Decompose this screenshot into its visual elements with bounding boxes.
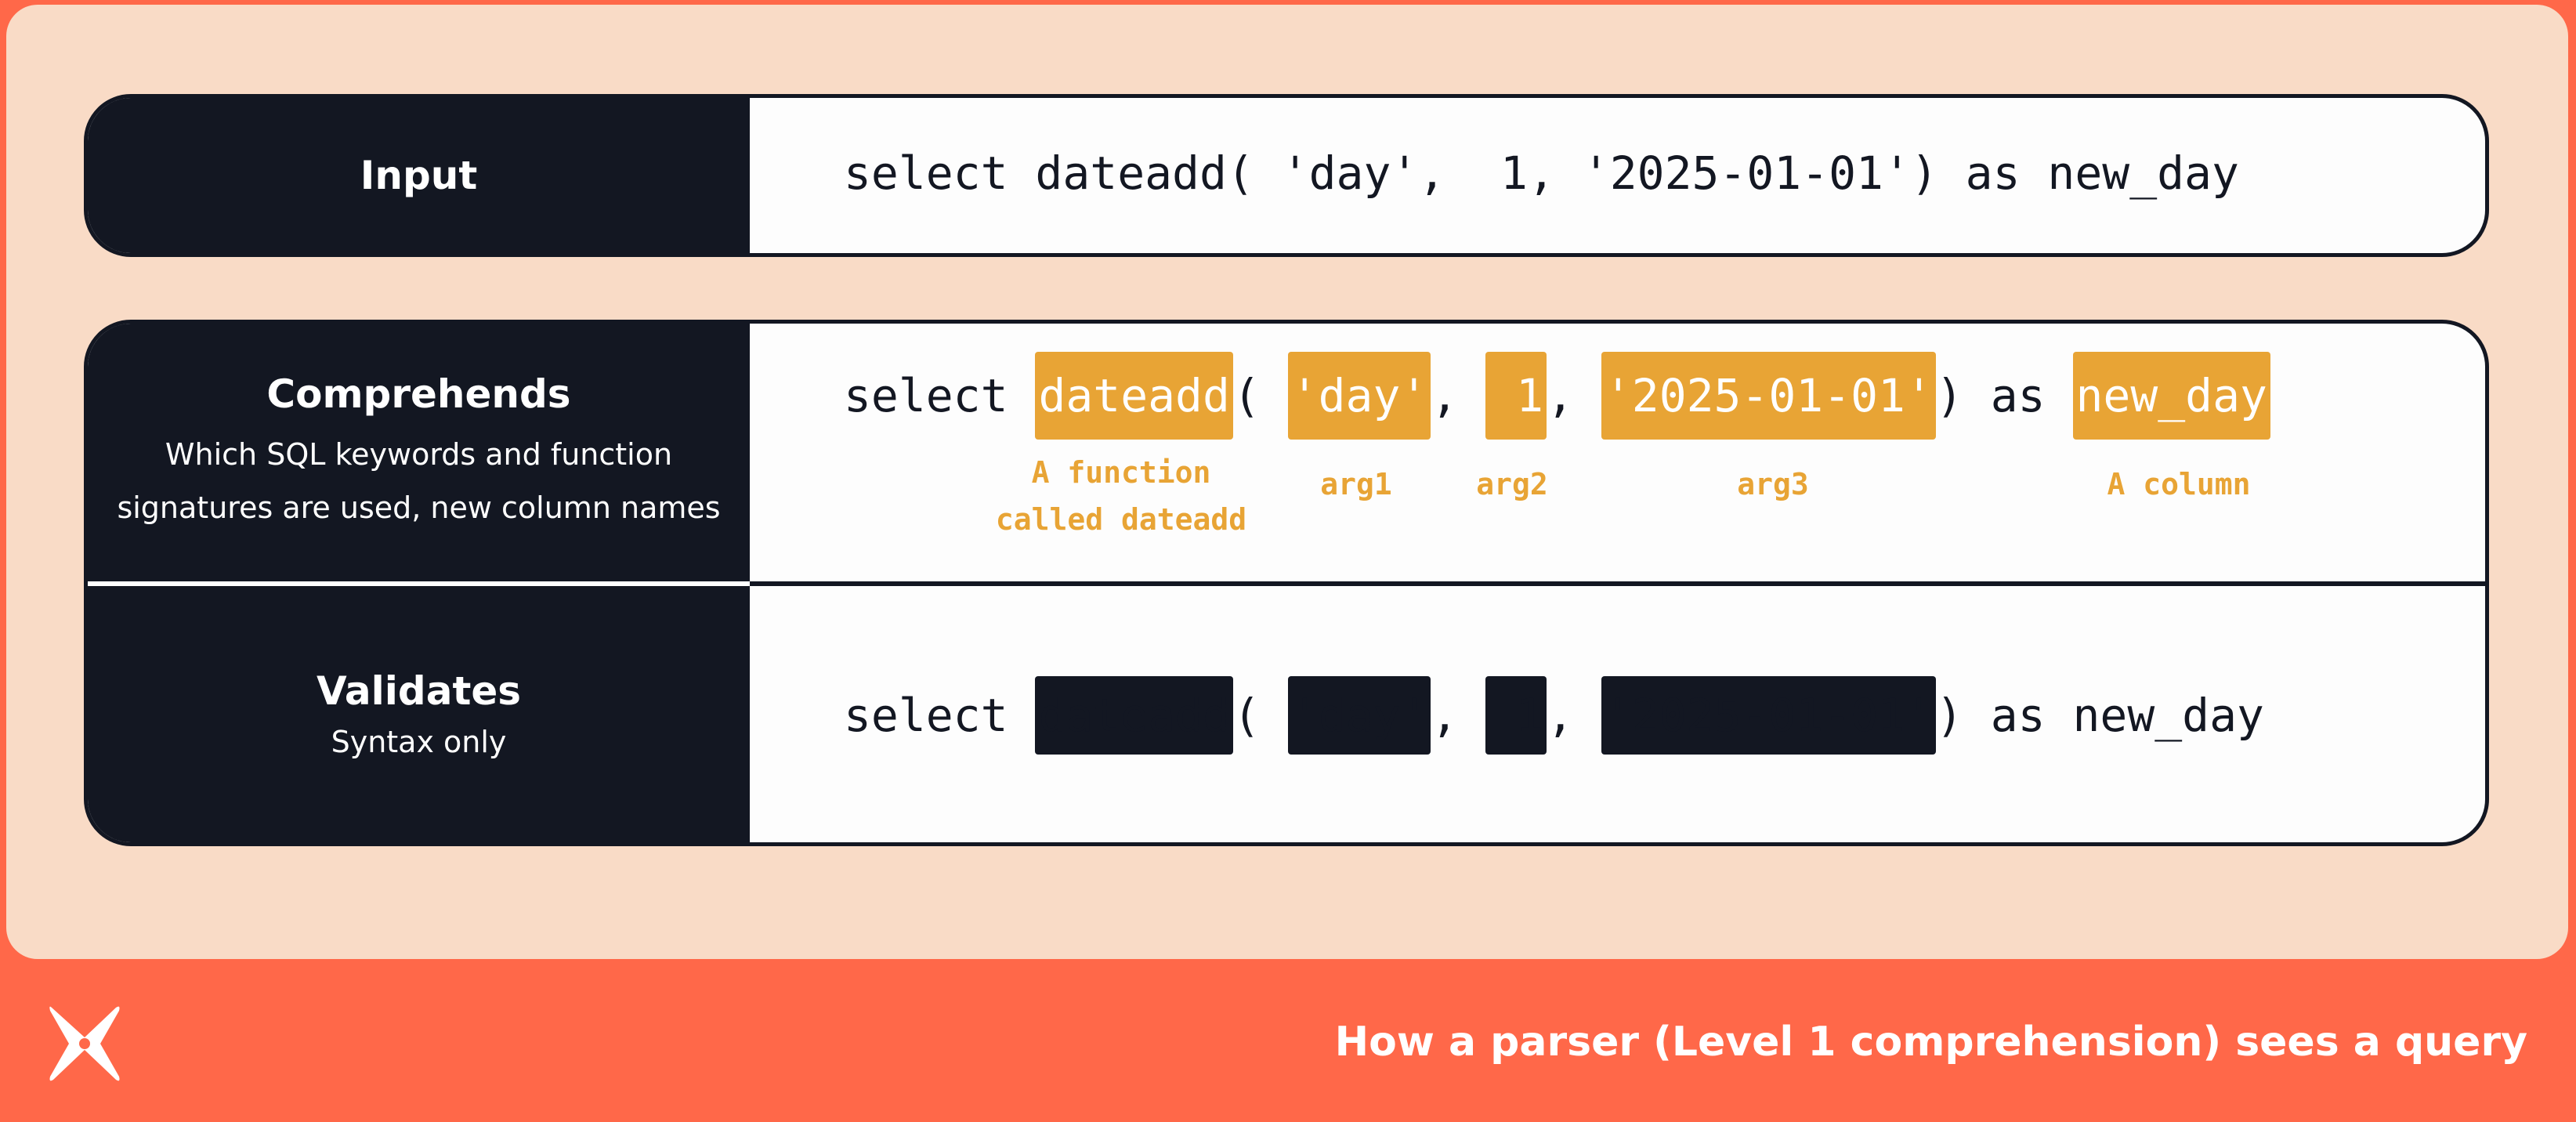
input-label-cell: Input [88,98,750,253]
arg3-annotation: arg3 [1737,467,1809,501]
code-text: ( [1232,369,1288,422]
redacted-arg3: '2025-01-01' [1601,676,1936,755]
comprehends-subtitle-line1: Which SQL keywords and function [165,436,673,472]
comprehends-title: Comprehends [266,371,571,417]
code-text: , [1431,689,1486,742]
validates-code: select dateadd( 'day', 1, '2025-01-01') … [844,676,2264,755]
dbt-logo-icon [49,1006,120,1081]
redacted-function: dateadd [1035,676,1233,755]
code-text: , [1547,369,1601,422]
arg1-highlight: 'day' [1287,352,1431,440]
validates-title: Validates [316,668,522,714]
column-annotation: A column [2107,467,2251,501]
validates-label-cell: Validates Syntax only [88,586,750,842]
validates-subtitle: Syntax only [331,724,507,759]
code-text: select [844,369,1036,422]
row-divider [88,581,2485,586]
code-text: , [1547,689,1601,742]
input-row: Input select dateadd( 'day', 1, '2025-01… [84,94,2489,257]
comprehends-label-cell: Comprehends Which SQL keywords and funct… [88,324,750,581]
arg3-highlight: '2025-01-01' [1601,352,1936,440]
function-annotation-line1: A function [1031,455,1211,490]
arg2-highlight: 1 [1485,352,1547,440]
function-highlight: dateadd [1035,352,1233,440]
code-text: , [1431,369,1486,422]
analysis-rows: Comprehends Which SQL keywords and funct… [84,320,2489,846]
arg1-annotation: arg1 [1320,467,1392,501]
comprehends-code: select dateadd( 'day', 1, '2025-01-01') … [844,352,2270,440]
code-text: ( [1232,689,1288,742]
comprehends-subtitle-line2: signatures are used, new column names [117,490,721,525]
code-text: ) as [1935,369,2073,422]
redacted-arg2: 1 [1485,676,1547,755]
footer-caption: How a parser (Level 1 comprehension) see… [1334,1019,2527,1066]
comprehends-subtitle: Which SQL keywords and function signatur… [117,428,720,534]
code-text: ) as new_day [1935,689,2264,742]
input-label: Input [360,153,478,198]
input-code: select dateadd( 'day', 1, '2025-01-01') … [844,147,2239,200]
code-text: select [844,689,1036,742]
arg2-annotation: arg2 [1476,467,1548,501]
row-divider-left [88,581,750,586]
function-annotation-line2: called dateadd [995,502,1247,537]
redacted-arg1: 'day' [1287,676,1431,755]
function-annotation: A function called dateadd [996,449,1246,543]
column-highlight: new_day [2072,352,2270,440]
